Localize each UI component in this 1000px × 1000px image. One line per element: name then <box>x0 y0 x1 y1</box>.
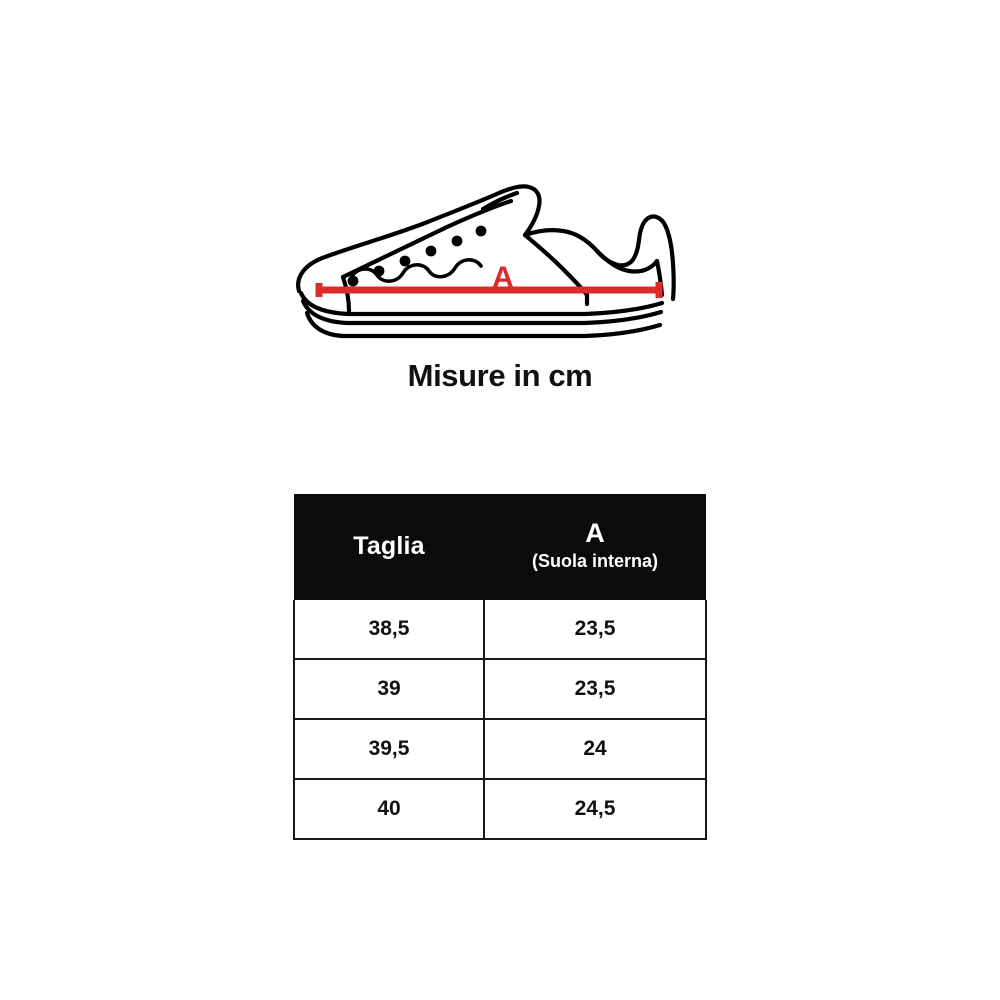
table-body: 38,5 23,5 39 23,5 39,5 24 40 24,5 <box>293 600 707 840</box>
table-header-row: Taglia A (Suola interna) <box>294 494 706 600</box>
cell-insole: 23,5 <box>483 600 707 660</box>
cell-size: 39,5 <box>293 718 485 780</box>
column-header-taglia: Taglia <box>294 494 484 600</box>
column-header-taglia-label: Taglia <box>353 532 425 561</box>
shoe-diagram: A <box>285 165 685 345</box>
column-header-a: A (Suola interna) <box>484 494 706 600</box>
cell-insole: 24 <box>483 718 707 780</box>
cell-size: 40 <box>293 778 485 840</box>
cell-insole: 24,5 <box>483 778 707 840</box>
table-row: 39,5 24 <box>293 718 707 780</box>
shoe-outline-icon: A <box>296 184 676 339</box>
table-row: 40 24,5 <box>293 778 707 840</box>
column-header-a-sublabel: (Suola interna) <box>531 550 658 571</box>
cell-size: 38,5 <box>293 600 485 660</box>
size-table: Taglia A (Suola interna) 38,5 23,5 39 23… <box>293 494 707 840</box>
measurement-line-a <box>315 282 663 298</box>
caption-misure: Misure in cm <box>407 358 593 393</box>
table-row: 38,5 23,5 <box>293 600 707 660</box>
table-row: 39 23,5 <box>293 658 707 720</box>
cell-insole: 23,5 <box>483 658 707 720</box>
column-header-a-label: A <box>585 518 605 549</box>
measurement-label-a: A <box>492 261 514 294</box>
lace-eyelets-icon <box>347 225 487 287</box>
table-header: Taglia A (Suola interna) <box>294 494 706 600</box>
cell-size: 39 <box>293 658 485 720</box>
